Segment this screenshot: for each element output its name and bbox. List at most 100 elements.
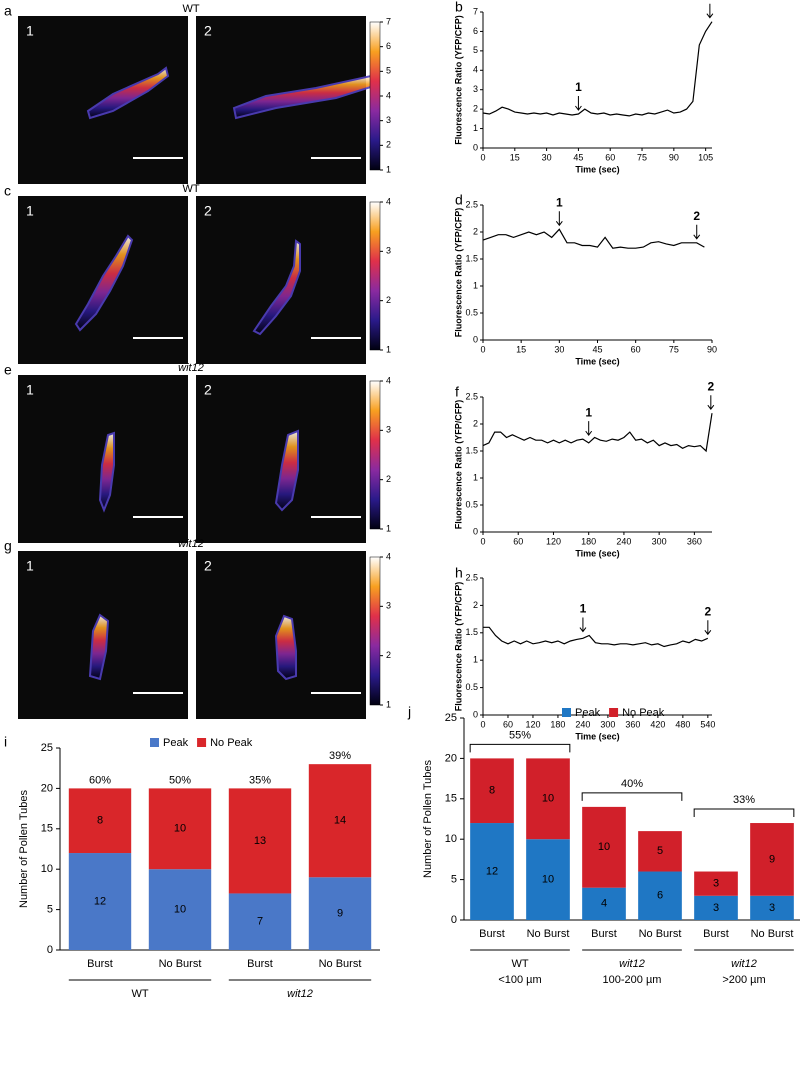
- y-tick-label: 0.5: [465, 682, 478, 692]
- x-tick-label: 90: [707, 344, 717, 354]
- colorbar: [369, 21, 381, 171]
- colorbar-tick-label: 5: [386, 66, 391, 76]
- group-label: wit12: [287, 988, 313, 1000]
- x-tick-label: No Burst: [527, 928, 570, 940]
- colorbar-tick-label: 6: [386, 41, 391, 51]
- y-tick-label: 2.5: [465, 391, 478, 401]
- x-tick-label: 540: [700, 719, 715, 729]
- annotation-arrow: [693, 224, 701, 240]
- annotation-arrow: [707, 395, 715, 411]
- bar-segment: [750, 823, 794, 896]
- bar-value-label: 6: [657, 890, 663, 902]
- y-axis-title: Fluorescence Ratio (YFP/CFP): [453, 400, 463, 530]
- bracket: [581, 792, 683, 801]
- y-tick-label: 10: [41, 863, 53, 875]
- bar-value-label: 10: [542, 793, 554, 805]
- top-label: 39%: [329, 750, 351, 762]
- x-tick-label: No Burst: [159, 958, 202, 970]
- bar-value-label: 8: [97, 815, 103, 827]
- annotation-arrow: [585, 421, 593, 436]
- x-tick-label: 0: [480, 344, 485, 354]
- colorbar-tick-label: 4: [386, 196, 391, 206]
- y-tick-label: 10: [445, 833, 457, 845]
- bar-value-label: 9: [769, 853, 775, 865]
- x-tick-label: 30: [542, 152, 552, 162]
- bar-segment: [470, 823, 514, 920]
- annotation: 2: [704, 604, 711, 618]
- x-tick-label: Burst: [591, 928, 617, 940]
- group-label: WT: [131, 988, 148, 1000]
- group-sublabel: 100-200 µm: [603, 974, 662, 986]
- x-tick-label: 360: [687, 536, 702, 546]
- colorbar-tick-label: 3: [386, 246, 391, 256]
- annotation: 1: [585, 405, 592, 419]
- panel-letter: f: [455, 384, 459, 400]
- annotation-arrow: [575, 96, 582, 111]
- panel-title: wit12: [178, 362, 204, 374]
- bar-value-label: 10: [542, 874, 554, 886]
- x-tick-label: 30: [554, 344, 564, 354]
- bar-value-label: 10: [598, 841, 610, 853]
- x-tick-label: 60: [513, 536, 523, 546]
- legend-label: No Peak: [210, 737, 253, 749]
- pollen-tube: [274, 614, 297, 681]
- y-tick-label: 5: [473, 45, 478, 55]
- x-tick-label: 180: [550, 719, 565, 729]
- bar-value-label: 3: [713, 902, 719, 914]
- ratio-line: [482, 413, 713, 453]
- colorbar-tick-label: 4: [386, 375, 391, 385]
- bar-segment: [228, 788, 292, 894]
- x-axis-title: Time (sec): [575, 356, 619, 366]
- top-label: 60%: [89, 774, 111, 786]
- y-tick-label: 15: [41, 823, 53, 835]
- y-tick-label: 2: [473, 418, 478, 428]
- bar-segment: [148, 788, 212, 870]
- bar-segment: [526, 839, 570, 920]
- colorbar-tick-label: 2: [386, 295, 391, 305]
- y-tick-label: 0: [473, 526, 478, 536]
- group-label: WT: [511, 958, 528, 970]
- panel-letter: a: [4, 3, 12, 19]
- bar-value-label: 8: [489, 785, 495, 797]
- bar-segment: [582, 887, 626, 920]
- colorbar: [369, 380, 381, 530]
- bar-value-label: 3: [713, 878, 719, 890]
- bar-segment: [750, 895, 794, 920]
- x-tick-label: 45: [592, 344, 602, 354]
- y-tick-label: 2: [473, 226, 478, 236]
- x-tick-label: 15: [516, 344, 526, 354]
- y-tick-label: 5: [47, 904, 53, 916]
- y-tick-label: 1.5: [465, 445, 478, 455]
- colorbar-tick-label: 2: [386, 650, 391, 660]
- x-tick-label: 0: [480, 152, 485, 162]
- panel-letter: b: [455, 0, 463, 15]
- annotation-arrow: [706, 3, 714, 19]
- pollen-tube: [252, 239, 301, 336]
- panel-title: wit12: [178, 538, 204, 550]
- colorbar-tick-label: 2: [386, 474, 391, 484]
- bar-value-label: 10: [174, 823, 186, 835]
- annotation: 1: [556, 195, 563, 209]
- y-tick-label: 4: [473, 65, 478, 75]
- x-tick-label: 75: [637, 152, 647, 162]
- y-tick-label: 1: [473, 280, 478, 290]
- colorbar: [369, 556, 381, 706]
- y-axis-title: Number of Pollen Tubes: [18, 789, 30, 908]
- colorbar-tick-label: 1: [386, 699, 391, 709]
- y-tick-label: 0: [473, 334, 478, 344]
- bracket-label: 55%: [509, 729, 531, 741]
- legend-swatch: [150, 738, 159, 747]
- micrograph: [196, 196, 366, 364]
- image-label: 1: [26, 382, 34, 398]
- y-tick-label: 2: [473, 600, 478, 610]
- bar-segment: [228, 893, 292, 950]
- annotation-arrow: [579, 617, 587, 633]
- x-tick-label: 300: [652, 536, 667, 546]
- ratio-line: [482, 21, 713, 117]
- colorbar-tick-label: 3: [386, 601, 391, 611]
- y-tick-label: 0: [473, 142, 478, 152]
- x-tick-label: 120: [546, 536, 561, 546]
- y-tick-label: 0: [47, 944, 53, 956]
- bar-value-label: 13: [254, 835, 266, 847]
